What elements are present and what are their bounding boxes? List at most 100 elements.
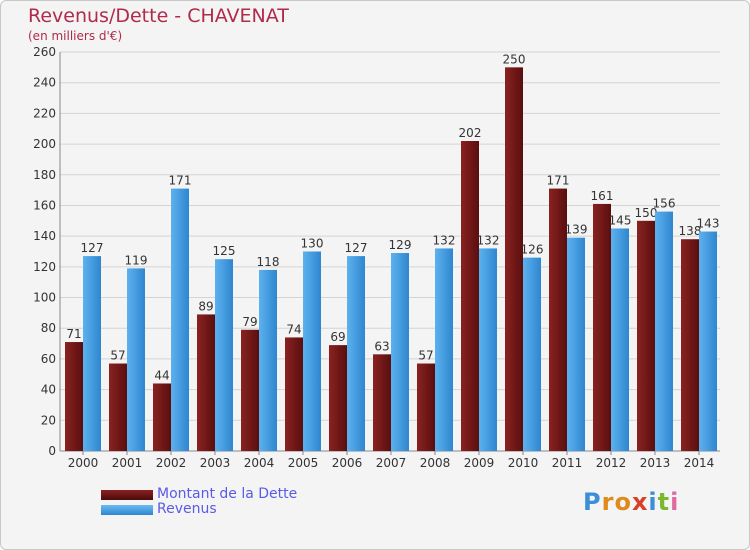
logo-letter: i	[648, 488, 658, 516]
bar-dette	[109, 363, 127, 451]
x-tick-label: 2011	[552, 456, 583, 470]
data-label: 63	[374, 339, 389, 353]
bar-dette	[549, 188, 567, 452]
data-label: 171	[547, 174, 570, 188]
bar-revenus	[391, 253, 409, 451]
y-tick-label: 100	[33, 291, 56, 305]
data-label: 89	[198, 299, 213, 313]
data-label: 127	[81, 241, 104, 255]
logo-letter: x	[631, 488, 649, 516]
bar-dette	[505, 67, 523, 451]
data-label: 118	[257, 255, 280, 269]
data-label: 161	[591, 189, 614, 203]
y-tick-label: 40	[41, 383, 56, 397]
bar-revenus	[479, 248, 497, 451]
bar-dette	[461, 141, 479, 451]
y-tick-label: 180	[33, 168, 56, 182]
x-tick-label: 2014	[684, 456, 715, 470]
legend-label-revenus: Revenus	[157, 501, 217, 517]
data-label: 129	[389, 238, 412, 252]
bar-revenus	[215, 259, 233, 451]
data-label: 57	[418, 349, 433, 363]
bar-dette	[241, 329, 259, 451]
bar-dette	[329, 345, 347, 451]
x-tick-label: 2004	[244, 456, 275, 470]
y-tick-label: 240	[33, 76, 56, 90]
x-tick-label: 2009	[464, 456, 495, 470]
data-label: 138	[679, 224, 702, 238]
data-label: 126	[521, 243, 544, 257]
y-tick-label: 120	[33, 260, 56, 274]
bar-revenus	[567, 237, 585, 451]
data-label: 127	[345, 241, 368, 255]
bar-dette	[153, 383, 171, 451]
data-label: 202	[459, 126, 482, 140]
data-label: 132	[433, 233, 456, 247]
x-tick-label: 2006	[332, 456, 363, 470]
data-label: 44	[154, 368, 169, 382]
x-tick-label: 2010	[508, 456, 539, 470]
data-label: 143	[697, 217, 720, 231]
legend-swatch-revenus	[101, 505, 153, 515]
bar-dette	[197, 314, 215, 451]
bar-dette	[285, 337, 303, 451]
y-tick-label: 260	[33, 45, 56, 59]
data-label: 130	[301, 237, 324, 251]
x-tick-label: 2005	[288, 456, 319, 470]
logo-letter: r	[601, 488, 615, 516]
data-label: 71	[66, 327, 81, 341]
x-tick-label: 2002	[156, 456, 187, 470]
bar-revenus	[303, 251, 321, 451]
data-label: 150	[635, 206, 658, 220]
proxiti-logo: Proxiti	[583, 488, 679, 516]
data-label: 132	[477, 233, 500, 247]
y-tick-label: 160	[33, 198, 56, 212]
logo-letter: P	[583, 488, 602, 516]
bar-revenus	[611, 228, 629, 451]
x-tick-label: 2008	[420, 456, 451, 470]
data-label: 74	[286, 322, 301, 336]
legend-label-dette: Montant de la Dette	[157, 486, 298, 502]
x-tick-label: 2000	[68, 456, 99, 470]
y-tick-label: 140	[33, 229, 56, 243]
data-label: 69	[330, 330, 345, 344]
logo-letter: t	[657, 488, 671, 516]
data-label: 139	[565, 223, 588, 237]
chart-title: Revenus/Dette - CHAVENAT	[28, 5, 289, 27]
x-tick-label: 2001	[112, 456, 143, 470]
data-label: 145	[609, 213, 632, 227]
bar-revenus	[83, 256, 101, 451]
x-tick-label: 2003	[200, 456, 231, 470]
data-label: 57	[110, 349, 125, 363]
bar-dette	[417, 363, 435, 451]
y-tick-label: 60	[41, 352, 56, 366]
bar-revenus	[655, 211, 673, 451]
data-label: 79	[242, 315, 257, 329]
x-tick-label: 2013	[640, 456, 671, 470]
data-label: 171	[169, 174, 192, 188]
bar-dette	[373, 354, 391, 451]
data-label: 125	[213, 244, 236, 258]
data-label: 156	[653, 197, 676, 211]
y-tick-label: 80	[41, 321, 56, 335]
bar-dette	[593, 203, 611, 451]
bar-revenus	[259, 269, 277, 451]
bar-revenus	[127, 268, 145, 451]
legend-swatch-dette	[101, 490, 153, 500]
bar-revenus	[699, 231, 717, 451]
y-tick-label: 220	[33, 106, 56, 120]
logo-letter: o	[614, 488, 632, 516]
data-label: 250	[503, 52, 526, 66]
y-tick-label: 0	[48, 444, 56, 458]
bar-dette	[65, 342, 83, 451]
bar-dette	[681, 239, 699, 451]
y-tick-label: 20	[41, 413, 56, 427]
bar-revenus	[523, 257, 541, 451]
bar-revenus	[435, 248, 453, 451]
bar-dette	[637, 220, 655, 451]
x-tick-label: 2007	[376, 456, 407, 470]
x-tick-label: 2012	[596, 456, 627, 470]
logo-letter: i	[670, 488, 680, 516]
